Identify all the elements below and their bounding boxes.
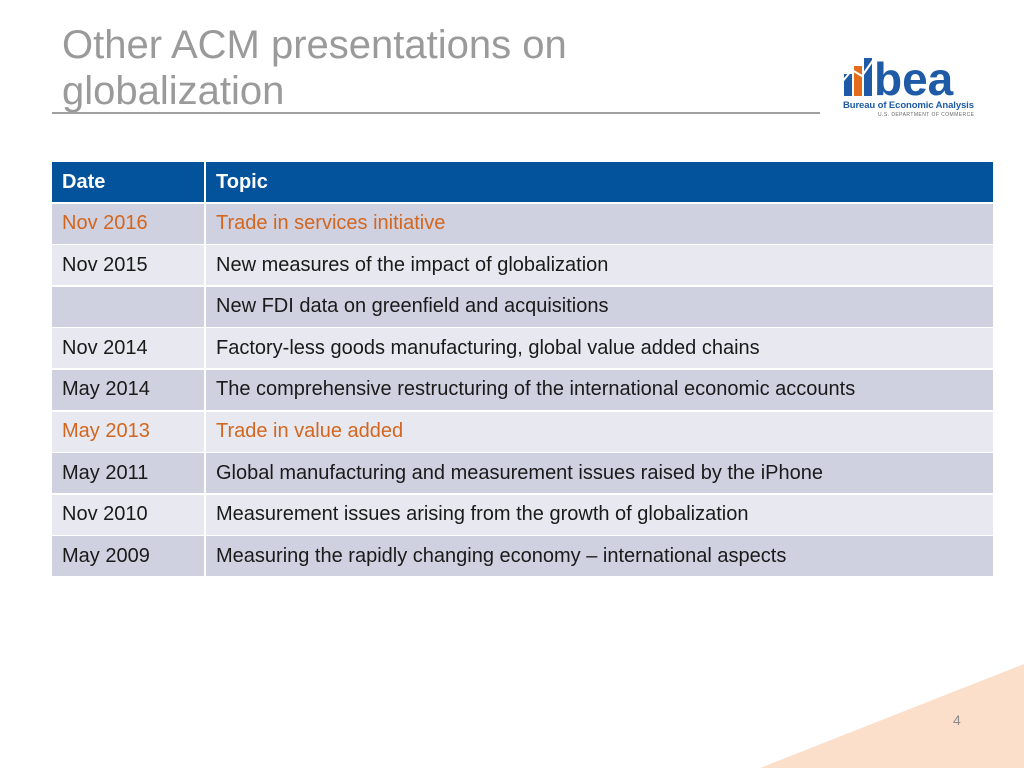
- date-cell: May 2014: [52, 369, 204, 410]
- table-row: Nov 2014 Factory-less goods manufacturing…: [52, 328, 993, 369]
- date-cell: Nov 2015: [52, 245, 204, 286]
- title: globalization: [62, 69, 285, 113]
- logo-department: U.S. DEPARTMENT OF COMMERCE: [878, 112, 975, 118]
- header-cell: Date: [52, 162, 204, 202]
- table-row: New FDI data on greenfield and acquisiti…: [52, 286, 993, 327]
- table-row: Nov 2016 Trade in services initiative: [52, 203, 993, 244]
- logo-bar: [844, 74, 852, 96]
- logo-name: Bureau of Economic Analysis: [843, 100, 974, 111]
- logo-line: [841, 55, 877, 83]
- logo: bea Bureau of Economic Analysis U.S. DEP…: [841, 53, 975, 118]
- title: Other ACM presentations on: [62, 23, 567, 67]
- topic-cell: New FDI data on greenfield and acquisiti…: [206, 286, 993, 327]
- topic-cell: Measuring the rapidly changing economy –…: [206, 536, 993, 577]
- corner-shape: [760, 664, 1024, 768]
- table-row: May 2014 The comprehensive restructuring …: [52, 369, 993, 410]
- header-cell: Topic: [206, 162, 993, 202]
- date-cell: [52, 286, 204, 327]
- table-row: Nov 2015 New measures of the impact of gl…: [52, 245, 993, 286]
- table-row: May 2013 Trade in value added: [52, 411, 993, 452]
- table: Date Topic Nov 2016 Trade in services ini…: [52, 162, 993, 578]
- logo-bar: [864, 58, 872, 96]
- page-number: 4: [953, 712, 961, 728]
- topic-cell: The comprehensive restructuring of the i…: [206, 369, 993, 410]
- date-cell: May 2011: [52, 453, 204, 494]
- date-cell: Nov 2010: [52, 494, 204, 535]
- date-cell: Nov 2014: [52, 328, 204, 369]
- table-row: May 2009 Measuring the rapidly changing e…: [52, 536, 993, 577]
- logo-mark: bea: [874, 53, 954, 105]
- table-row: Nov 2010 Measurement issues arising from …: [52, 494, 993, 535]
- topic-cell: Measurement issues arising from the grow…: [206, 494, 993, 535]
- date-cell: May 2009: [52, 536, 204, 577]
- topic-cell: Factory-less goods manufacturing, global…: [206, 328, 993, 369]
- topic-cell: Trade in value added: [206, 411, 993, 452]
- topic-cell: Global manufacturing and measurement iss…: [206, 453, 993, 494]
- topic-cell: New measures of the impact of globalizat…: [206, 245, 993, 286]
- logo-bar: [854, 66, 862, 96]
- header-row: Date Topic: [52, 162, 993, 202]
- topic-cell: Trade in services initiative: [206, 203, 993, 244]
- table-row: May 2011 Global manufacturing and measure…: [52, 453, 993, 494]
- title-rule: [52, 112, 820, 114]
- date-cell: Nov 2016: [52, 203, 204, 244]
- date-cell: May 2013: [52, 411, 204, 452]
